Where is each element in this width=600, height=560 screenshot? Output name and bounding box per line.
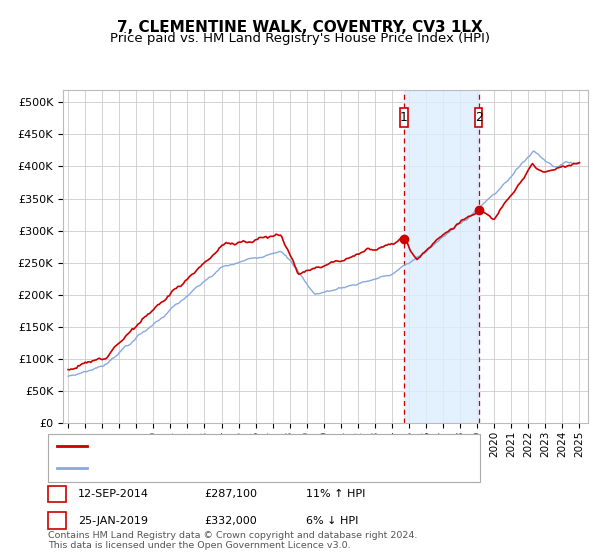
Text: 25-JAN-2019: 25-JAN-2019: [78, 516, 148, 526]
Text: HPI: Average price, detached house, Coventry: HPI: Average price, detached house, Cove…: [93, 463, 345, 473]
Text: Price paid vs. HM Land Registry's House Price Index (HPI): Price paid vs. HM Land Registry's House …: [110, 32, 490, 45]
Text: £332,000: £332,000: [204, 516, 257, 526]
Text: Contains HM Land Registry data © Crown copyright and database right 2024.
This d: Contains HM Land Registry data © Crown c…: [48, 530, 418, 550]
Text: 2: 2: [475, 111, 482, 124]
Bar: [404, 90, 479, 423]
Bar: [475, 108, 482, 128]
Text: 12-SEP-2014: 12-SEP-2014: [78, 489, 149, 499]
Text: 11% ↑ HPI: 11% ↑ HPI: [306, 489, 365, 499]
Text: £287,100: £287,100: [204, 489, 257, 499]
Text: 6% ↓ HPI: 6% ↓ HPI: [306, 516, 358, 526]
Text: 1: 1: [400, 111, 408, 124]
Text: 2: 2: [53, 516, 61, 526]
Text: 7, CLEMENTINE WALK, COVENTRY, CV3 1LX: 7, CLEMENTINE WALK, COVENTRY, CV3 1LX: [117, 20, 483, 35]
Bar: [400, 108, 408, 128]
Text: 1: 1: [53, 489, 61, 499]
Text: 7, CLEMENTINE WALK, COVENTRY, CV3 1LX (detached house): 7, CLEMENTINE WALK, COVENTRY, CV3 1LX (d…: [93, 441, 430, 451]
